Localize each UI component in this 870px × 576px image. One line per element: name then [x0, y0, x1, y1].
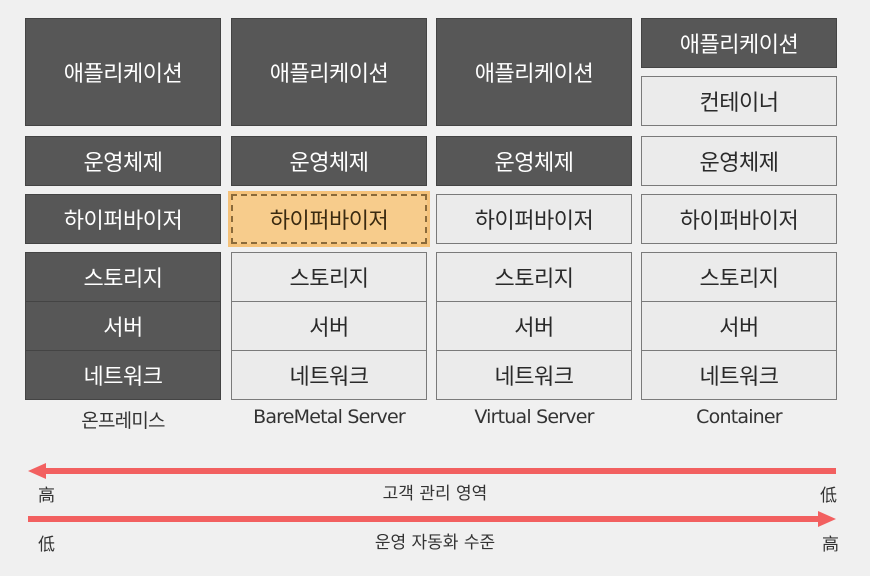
network-layer: 네트워크 [231, 350, 427, 400]
customer-area-right-label: 低 [820, 486, 837, 506]
network-layer: 네트워크 [641, 350, 837, 400]
column-label: BareMetal Server [253, 406, 406, 428]
hypervisor-layer: 하이퍼바이저 [25, 194, 221, 244]
server-layer: 서버 [641, 301, 837, 351]
os-layer: 운영체제 [641, 136, 837, 186]
storage-layer: 스토리지 [436, 252, 632, 302]
customer-area-left-label: 高 [38, 486, 55, 506]
server-layer: 서버 [25, 301, 221, 351]
column-label: Virtual Server [474, 406, 594, 428]
customer-area-arrow [28, 463, 836, 479]
os-layer: 운영체제 [25, 136, 221, 186]
os-layer: 운영체제 [436, 136, 632, 186]
app-layer: 애플리케이션 [231, 18, 427, 126]
server-layer: 서버 [231, 301, 427, 351]
customer-area-label: 고객 관리 영역 [382, 484, 488, 504]
app-layer: 애플리케이션 [641, 18, 837, 68]
os-layer: 운영체제 [231, 136, 427, 186]
storage-layer: 스토리지 [231, 252, 427, 302]
column-label: 온프레미스 [81, 410, 165, 432]
hypervisor-layer: 하이퍼바이저 [436, 194, 632, 244]
app-layer: 애플리케이션 [25, 18, 221, 126]
server-layer: 서버 [436, 301, 632, 351]
app-layer: 애플리케이션 [436, 18, 632, 126]
column-label: Container [696, 406, 782, 428]
network-layer: 네트워크 [25, 350, 221, 400]
automation-level-right-label: 高 [822, 535, 839, 555]
container-layer: 컨테이너 [641, 76, 837, 126]
storage-layer: 스토리지 [641, 252, 837, 302]
hypervisor-layer: 하이퍼바이저 [641, 194, 837, 244]
hypervisor-layer-highlighted: 하이퍼바이저 [231, 194, 427, 244]
automation-level-arrow [28, 511, 836, 527]
network-layer: 네트워크 [436, 350, 632, 400]
automation-level-left-label: 低 [38, 535, 55, 555]
storage-layer: 스토리지 [25, 252, 221, 302]
automation-level-label: 운영 자동화 수준 [374, 533, 496, 553]
